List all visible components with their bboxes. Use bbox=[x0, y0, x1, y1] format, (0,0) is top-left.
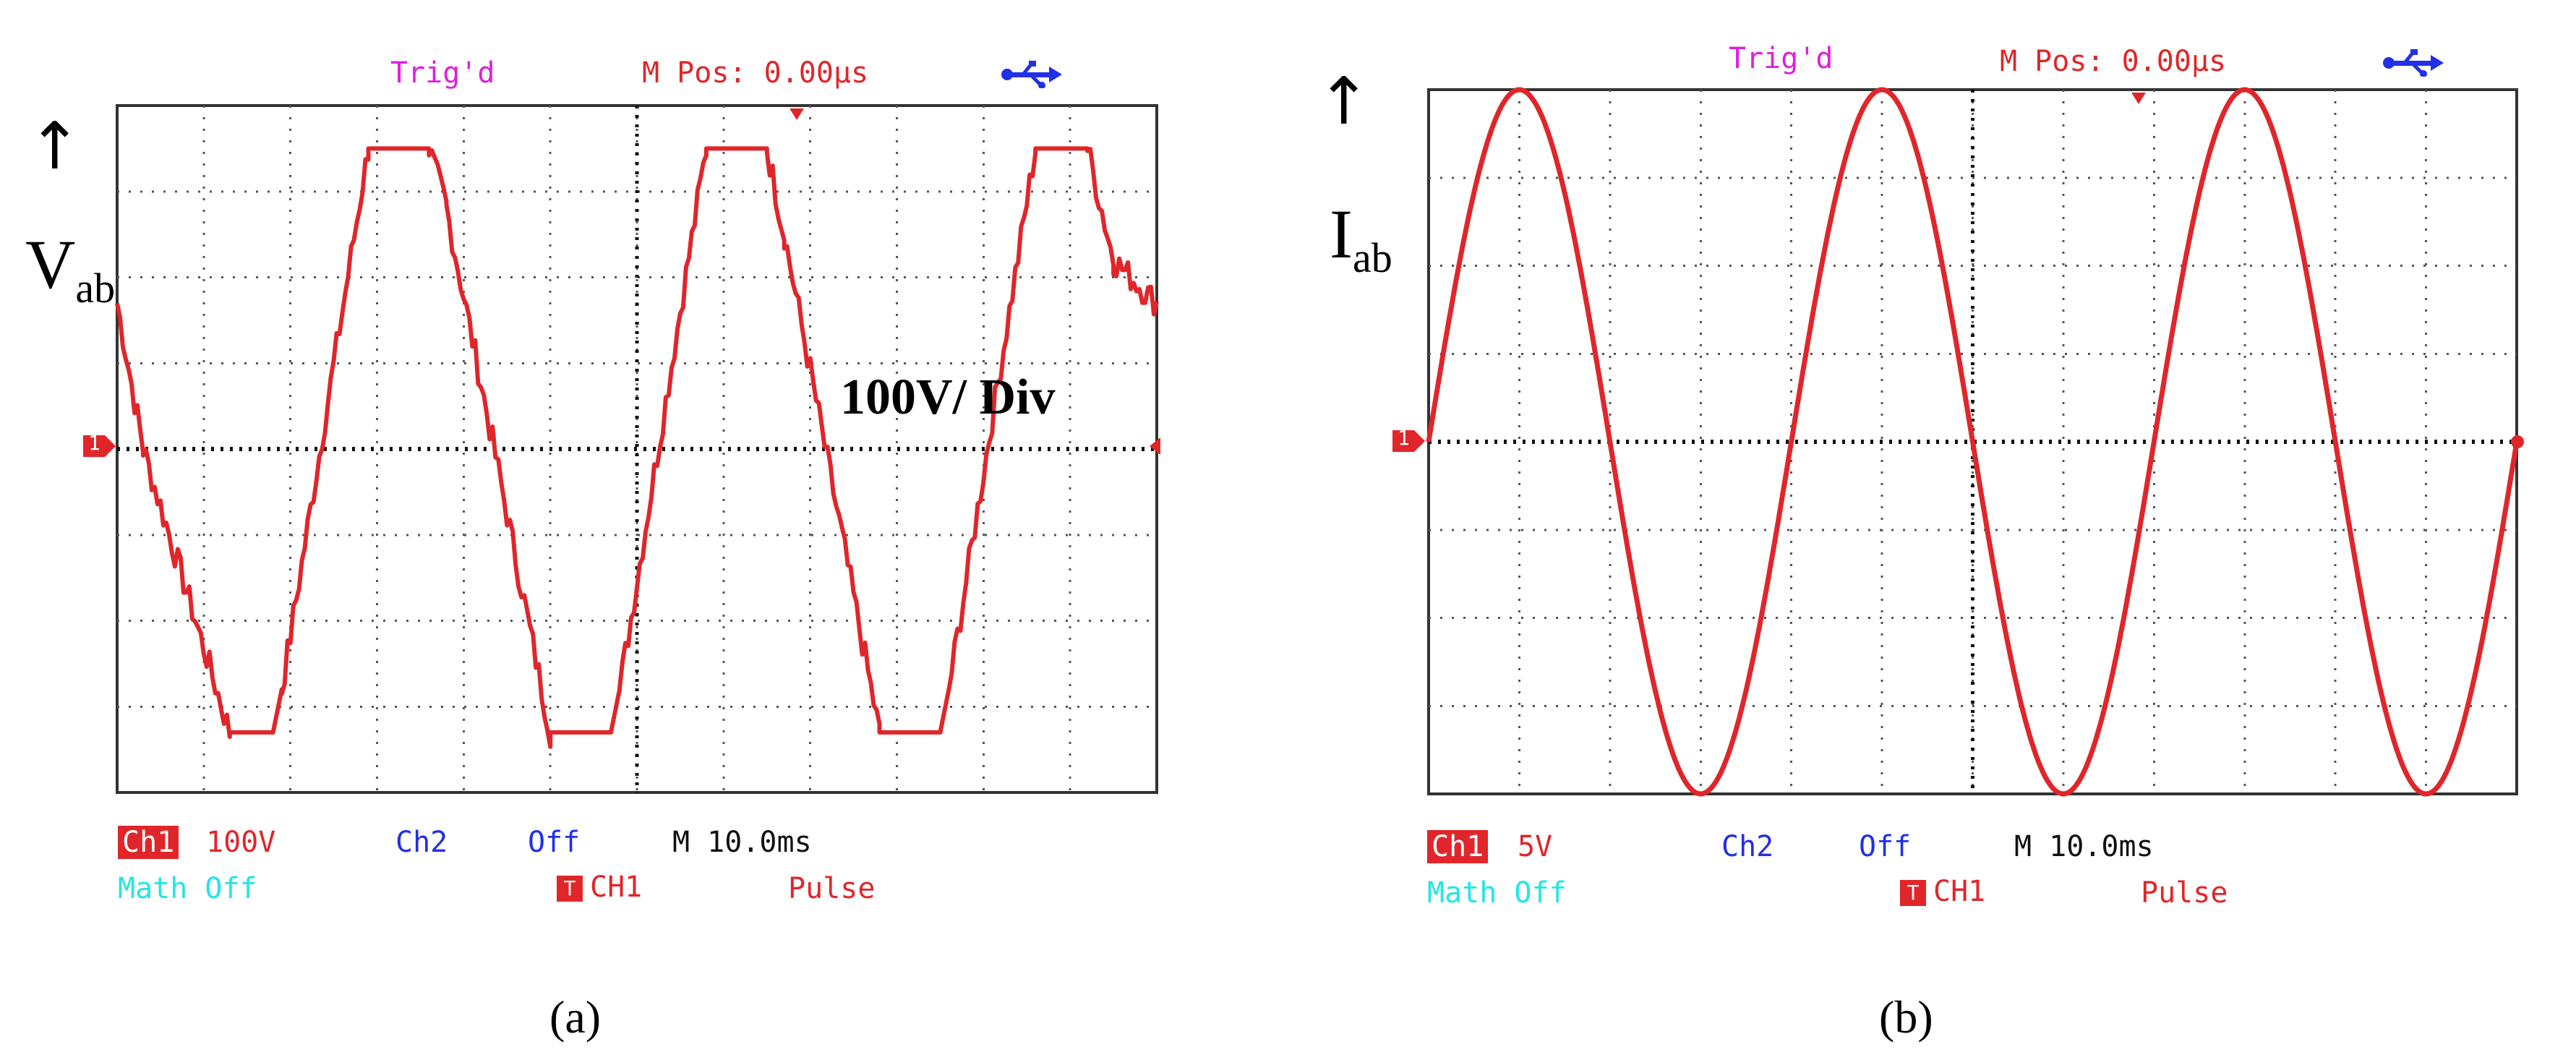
ch1-ground-marker-icon bbox=[83, 435, 116, 457]
ch1-ground-marker-icon bbox=[1392, 430, 1425, 452]
trace-end-dot bbox=[2511, 435, 2524, 448]
trigger-type-a: Pulse bbox=[788, 872, 876, 905]
math-state-a: Math Off bbox=[118, 872, 257, 905]
trigger-icon: T bbox=[1900, 880, 1926, 906]
panel-b: 1 Trig'd M Pos: 0.00µs ↑ Iab Ch1 5V Ch2 … bbox=[1288, 0, 2575, 1060]
m-pos: M Pos: 0.00µs bbox=[642, 56, 869, 90]
usb-icon bbox=[1001, 61, 1062, 88]
ch1-scale-b: 5V bbox=[1518, 830, 1553, 863]
scale-annotation: 100V/ Div bbox=[840, 369, 1056, 425]
scope-screen-b bbox=[1392, 87, 2524, 797]
ch2-label-b: Ch2 bbox=[1721, 830, 1774, 863]
caption-b: (b) bbox=[1879, 991, 1933, 1043]
scope-screen-a bbox=[83, 104, 1160, 794]
grid-a bbox=[116, 104, 1158, 794]
caption-a: (a) bbox=[549, 991, 602, 1043]
trigger-position-icon bbox=[2131, 93, 2146, 104]
quantity-label-b: Iab bbox=[1330, 195, 1392, 282]
ch1-marker-label: 1 bbox=[1398, 426, 1410, 450]
ch1-status-b: Ch1 bbox=[1427, 830, 1489, 863]
trig-status: Trig'd bbox=[390, 56, 495, 90]
trigger-icon: T bbox=[557, 876, 583, 902]
timebase-a: M 10.0ms bbox=[672, 826, 812, 859]
trigger-source-a: T CH1 bbox=[557, 871, 642, 904]
ch2-state-a: Off bbox=[528, 826, 581, 859]
trigger-level-icon bbox=[1150, 437, 1160, 455]
ch1-marker-label: 1 bbox=[88, 431, 100, 455]
ch2-state-b: Off bbox=[1859, 830, 1912, 863]
ch2-label-a: Ch2 bbox=[395, 826, 448, 859]
panel-a: 1 Trig'd M Pos: 0.00µs ↑ Vab 100V/ Div C… bbox=[25, 56, 1160, 1043]
quantity-label-a: Vab bbox=[25, 226, 116, 312]
math-state-b: Math Off bbox=[1427, 876, 1567, 910]
trace-ch1-b bbox=[1426, 87, 2520, 797]
trigger-type-b: Pulse bbox=[2141, 876, 2228, 910]
arrow-up-icon: ↑ bbox=[1317, 64, 1372, 140]
m-pos: M Pos: 0.00µs bbox=[2000, 45, 2227, 78]
usb-icon bbox=[2383, 49, 2444, 77]
timebase-b: M 10.0ms bbox=[2014, 830, 2154, 863]
ch1-scale-a: 100V bbox=[206, 826, 276, 859]
arrow-up-icon: ↑ bbox=[27, 108, 82, 184]
trig-status: Trig'd bbox=[1729, 42, 1833, 75]
ch1-status-a: Ch1 bbox=[118, 826, 179, 859]
trigger-source-b: T CH1 bbox=[1900, 875, 1985, 908]
trace-ch1-a bbox=[115, 146, 1159, 749]
trigger-position-icon bbox=[790, 108, 804, 120]
